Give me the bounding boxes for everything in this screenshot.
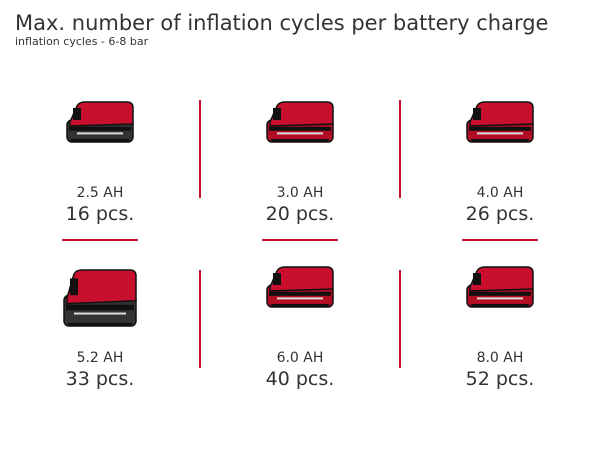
battery-icon	[466, 101, 534, 143]
count: 16 pcs.	[66, 203, 135, 225]
battery-stripe	[477, 132, 523, 135]
count: 40 pcs.	[266, 368, 335, 390]
battery-band	[66, 304, 134, 311]
battery-latch	[473, 108, 481, 120]
battery-foot	[271, 304, 329, 307]
battery-icon	[63, 269, 137, 327]
capacity: 6.0 AH	[277, 350, 324, 366]
battery-stripe	[77, 132, 123, 135]
battery-body	[469, 101, 534, 127]
battery-band	[269, 126, 331, 131]
count: 26 pcs.	[466, 203, 535, 225]
subtitle: inflation cycles - 6-8 bar	[15, 35, 149, 48]
capacity: 3.0 AH	[277, 185, 324, 201]
battery-body	[69, 101, 134, 127]
title: Max. number of inflation cycles per batt…	[15, 11, 548, 35]
battery-icon	[266, 266, 334, 308]
battery-body	[269, 101, 334, 127]
battery-latch	[273, 108, 281, 120]
capacity: 2.5 AH	[77, 185, 124, 201]
battery-icon	[266, 101, 334, 143]
battery-icon	[66, 101, 134, 143]
capacity: 8.0 AH	[477, 350, 524, 366]
count: 52 pcs.	[466, 368, 535, 390]
battery-band	[269, 291, 331, 296]
capacity: 5.2 AH	[77, 350, 124, 366]
battery-foot	[471, 304, 529, 307]
count: 33 pcs.	[66, 368, 135, 390]
battery-latch	[473, 273, 481, 285]
battery-stripe	[74, 312, 126, 315]
battery-band	[469, 126, 531, 131]
battery-body	[269, 266, 334, 292]
battery-band	[469, 291, 531, 296]
count: 20 pcs.	[266, 203, 335, 225]
battery-foot	[68, 323, 132, 326]
battery-body	[469, 266, 534, 292]
battery-foot	[71, 139, 129, 142]
dividers	[62, 100, 538, 368]
capacity: 4.0 AH	[477, 185, 524, 201]
battery-foot	[271, 139, 329, 142]
battery-foot	[471, 139, 529, 142]
battery-icon	[466, 266, 534, 308]
battery-latch	[73, 108, 81, 120]
battery-stripe	[477, 297, 523, 300]
battery-latch	[70, 278, 78, 296]
battery-stripe	[277, 297, 323, 300]
battery-latch	[273, 273, 281, 285]
battery-stripe	[277, 132, 323, 135]
battery-band	[69, 126, 131, 131]
battery-body	[66, 269, 137, 305]
